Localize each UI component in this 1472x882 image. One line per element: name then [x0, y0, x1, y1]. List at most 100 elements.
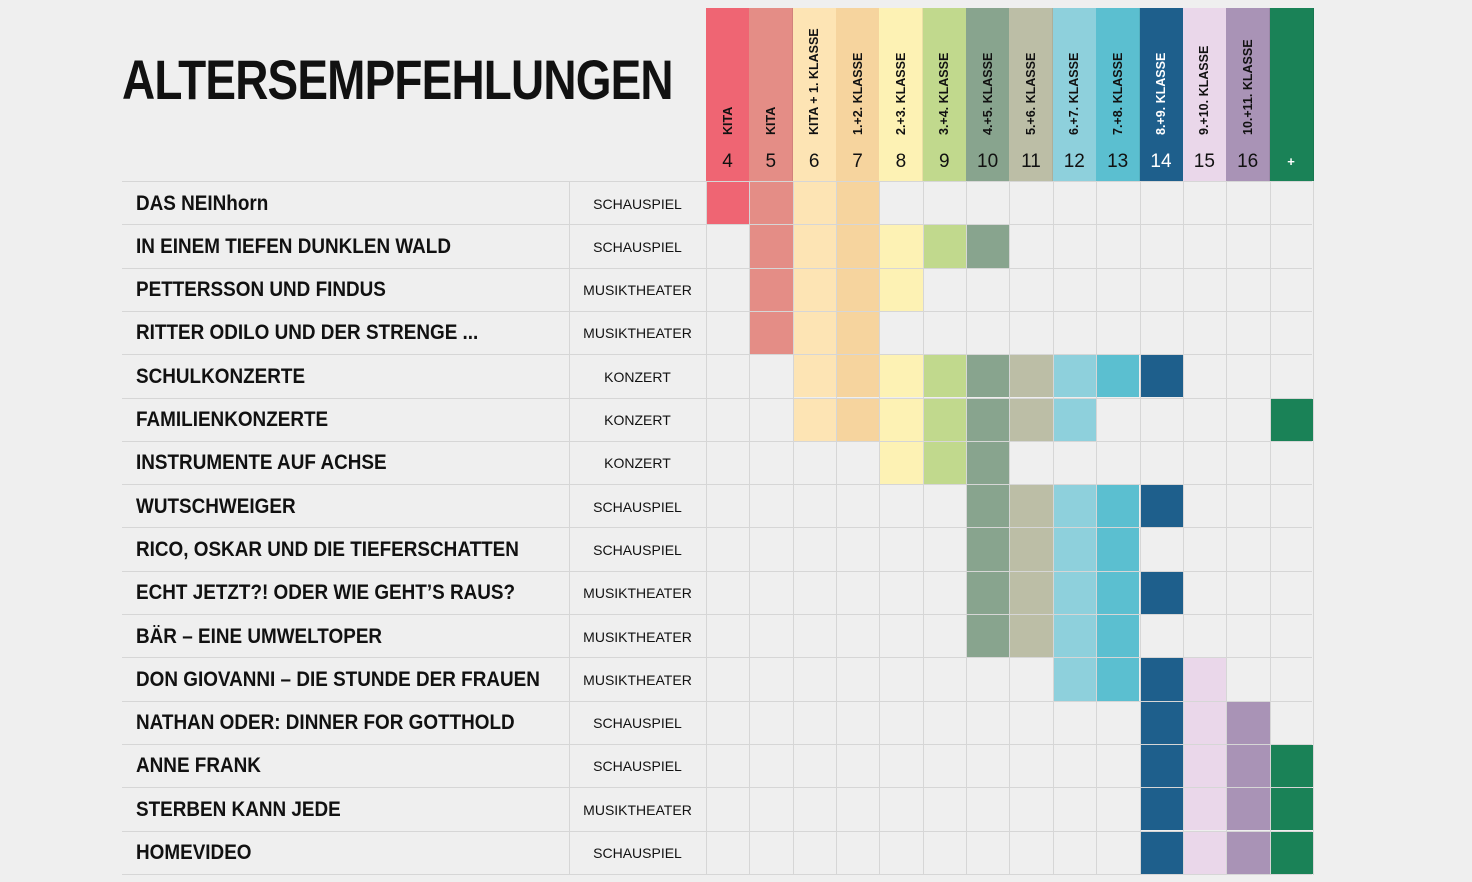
production-genre: SCHAUSPIEL	[593, 541, 682, 558]
age-suitable-cell	[837, 311, 880, 355]
age-suitable-cell	[1053, 571, 1097, 614]
age-column-label: 7.+8. KLASSE	[1110, 52, 1125, 135]
age-suitable-cell	[1140, 355, 1183, 398]
column-divider	[569, 181, 570, 875]
column-divider	[966, 181, 968, 875]
age-suitable-cell	[793, 355, 837, 398]
production-genre: MUSIKTHEATER	[583, 671, 692, 688]
column-divider	[1096, 181, 1098, 875]
age-suitable-cell	[1227, 744, 1270, 788]
age-suitable-cell	[967, 615, 1010, 658]
production-title[interactable]: BÄR – EINE UMWELTOPER	[136, 624, 383, 648]
age-column-number: 15	[1193, 151, 1215, 172]
production-title[interactable]: IN EINEM TIEFEN DUNKLEN WALD	[136, 234, 451, 258]
age-suitable-cell	[1140, 788, 1183, 831]
production-title[interactable]: RITTER ODILO UND DER STRENGE ...	[136, 321, 479, 345]
column-divider	[1139, 181, 1141, 875]
age-suitable-cell	[1227, 788, 1270, 831]
age-suitable-cell	[750, 182, 793, 225]
age-column-number: 11	[1021, 151, 1041, 172]
age-suitable-cell	[793, 182, 837, 225]
age-suitable-cell	[707, 182, 750, 225]
row-divider	[122, 267, 1312, 269]
age-suitable-cell	[837, 268, 880, 311]
age-column-header: KITA + 1. KLASSE 6	[792, 8, 837, 181]
age-suitable-cell	[880, 441, 923, 485]
production-title[interactable]: INSTRUMENTE AUF ACHSE	[136, 451, 387, 475]
age-suitable-cell	[1053, 528, 1097, 571]
page-title: ALTERSEMPFEHLUNGEN	[122, 48, 674, 111]
production-genre: SCHAUSPIEL	[593, 845, 682, 861]
age-suitable-cell	[967, 485, 1010, 528]
age-suitable-cell	[967, 528, 1010, 571]
age-suitable-cell	[1053, 398, 1097, 441]
age-suitable-cell	[750, 268, 793, 311]
production-title[interactable]: ECHT JETZT?! ODER WIE GEHT’S RAUS?	[136, 581, 516, 605]
age-suitable-cell	[1183, 788, 1227, 831]
age-column-header: 3.+4. KLASSE 9	[922, 8, 967, 181]
age-suitable-cell	[1097, 571, 1140, 614]
production-title[interactable]: DON GIOVANNI – DIE STUNDE DER FRAUEN	[136, 667, 540, 691]
production-title[interactable]: FAMILIENKONZERTE	[136, 408, 329, 431]
production-title[interactable]: SCHULKONZERTE	[136, 364, 306, 388]
age-column-number: 8	[895, 151, 907, 172]
age-column-header: 8.+9. KLASSE 14	[1139, 8, 1184, 181]
age-column-header: 5.+6. KLASSE 11	[1009, 8, 1054, 181]
age-suitable-cell	[1097, 485, 1140, 528]
age-suitable-cell	[967, 355, 1010, 398]
age-suitable-cell	[880, 225, 923, 268]
age-suitable-cell	[1010, 398, 1053, 441]
row-divider	[122, 310, 1312, 312]
production-title[interactable]: WUTSCHWEIGER	[136, 494, 296, 518]
production-title[interactable]: HOMEVIDEO	[136, 841, 252, 864]
age-suitable-cell	[1140, 658, 1183, 701]
age-column-label: 2.+3. KLASSE	[893, 52, 908, 135]
age-suitable-cell	[923, 441, 967, 485]
age-suitable-cell	[1140, 744, 1183, 788]
production-title[interactable]: DAS NEINhorn	[136, 191, 269, 215]
production-title[interactable]: NATHAN ODER: DINNER FOR GOTTHOLD	[136, 711, 515, 735]
age-suitable-cell	[1227, 701, 1270, 744]
age-suitable-cell	[1053, 615, 1097, 658]
age-column-header: 4.+5. KLASSE 10	[966, 8, 1011, 181]
production-genre: MUSIKTHEATER	[583, 801, 692, 818]
production-title[interactable]: ANNE FRANK	[136, 754, 261, 778]
production-genre: SCHAUSPIEL	[593, 195, 682, 212]
production-title[interactable]: PETTERSSON UND FINDUS	[136, 278, 386, 302]
age-column-label: 10.+11. KLASSE	[1240, 39, 1255, 135]
age-suitable-cell	[967, 225, 1010, 268]
age-suitable-cell	[750, 225, 793, 268]
age-column-number: 4	[722, 151, 733, 172]
row-divider	[122, 743, 1312, 745]
age-column-number: 7	[852, 151, 863, 172]
age-column-label: 9.+10. KLASSE	[1197, 45, 1212, 135]
age-column-header: 7.+8. KLASSE 13	[1096, 8, 1141, 181]
age-suitable-cell	[1010, 355, 1053, 398]
column-divider	[836, 181, 838, 875]
row-divider	[122, 700, 1312, 702]
age-suitable-cell	[967, 571, 1010, 614]
age-suitable-cell	[1053, 485, 1097, 528]
production-title[interactable]: STERBEN KANN JEDE	[136, 797, 341, 821]
production-genre: SCHAUSPIEL	[593, 238, 682, 255]
column-divider	[706, 181, 707, 875]
age-suitable-cell	[1270, 788, 1313, 831]
row-divider	[122, 614, 1312, 615]
production-genre: SCHAUSPIEL	[593, 715, 682, 732]
age-suitable-cell	[1053, 355, 1097, 398]
production-title[interactable]: RICO, OSKAR UND DIE TIEFERSCHATTEN	[136, 537, 519, 561]
age-column-label: KITA + 1. KLASSE	[807, 28, 822, 135]
age-column-header: 6.+7. KLASSE 12	[1052, 8, 1097, 181]
column-divider	[1226, 181, 1228, 875]
age-column-header: 1.+2. KLASSE 7	[836, 8, 881, 181]
age-suitable-cell	[1140, 571, 1183, 614]
row-divider	[122, 873, 1312, 875]
age-column-header: 10.+11. KLASSE 16	[1226, 8, 1271, 181]
age-suitable-cell	[793, 311, 837, 355]
row-divider	[122, 440, 1312, 442]
age-column-label: 4.+5. KLASSE	[980, 52, 995, 135]
age-suitable-cell	[837, 398, 880, 441]
row-divider	[122, 181, 1312, 182]
age-suitable-cell	[750, 311, 793, 355]
